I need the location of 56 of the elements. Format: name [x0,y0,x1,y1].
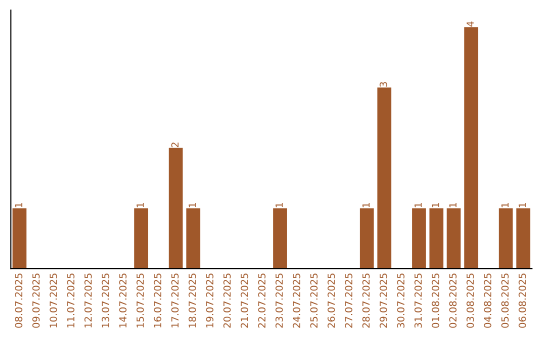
data-label: 4 [466,21,474,27]
x-tick-label: 01.08.2025 [432,274,440,328]
bar [498,208,513,269]
data-label: 1 [414,202,422,208]
bar [429,208,444,269]
bar [134,208,148,269]
data-label: 1 [432,202,440,208]
x-tick-label: 14.07.2025 [119,274,127,328]
bar [377,87,392,269]
bar [412,208,426,269]
x-tick-label: 26.07.2025 [328,274,335,328]
x-tick-label: 04.08.2025 [484,274,492,328]
x-tick-label: 29.07.2025 [380,274,388,328]
bar [464,27,478,269]
data-label: 1 [501,202,509,208]
data-label: 1 [449,202,456,208]
x-tick-label: 12.07.2025 [84,274,92,328]
data-label: 1 [15,202,22,208]
x-tick-label: 23.07.2025 [276,274,283,328]
data-label: 3 [380,82,388,87]
x-tick-label: 24.07.2025 [292,274,300,328]
x-tick-label: 09.07.2025 [32,274,40,328]
x-tick-label: 02.08.2025 [449,274,457,328]
data-label: 1 [188,202,196,208]
data-label: 1 [276,202,283,208]
data-label: 1 [362,202,370,208]
x-tick-label: 03.08.2025 [466,274,474,328]
bar [186,208,200,269]
bar [516,208,530,269]
x-tick-label: 18.07.2025 [188,274,196,328]
x-tick-label: 31.07.2025 [414,274,422,328]
bar [12,208,26,269]
x-tick-label: 10.07.2025 [50,274,58,328]
x-tick-label: 15.07.2025 [136,274,144,328]
x-tick-label: 28.07.2025 [362,274,370,328]
bar [360,208,374,269]
data-label: 2 [171,142,178,148]
data-label: 1 [518,202,526,208]
bar [168,148,183,269]
x-tick-label: 22.07.2025 [258,274,266,328]
x-tick-label: 25.07.2025 [310,274,318,328]
x-tick-label: 05.08.2025 [501,274,509,328]
data-label: 1 [136,202,144,208]
x-tick-label: 17.07.2025 [171,274,179,328]
bar [273,208,287,269]
x-tick-label: 30.07.2025 [397,274,404,328]
x-tick-label: 27.07.2025 [344,274,352,328]
x-tick-label: 20.07.2025 [223,274,231,328]
x-tick-label: 13.07.2025 [102,274,110,328]
x-tick-label: 08.07.2025 [14,274,22,328]
x-tick-label: 16.07.2025 [154,274,162,328]
bar [446,208,461,269]
x-tick-label: 19.07.2025 [206,274,214,328]
x-tick-label: 21.07.2025 [240,274,248,328]
x-tick-label: 06.08.2025 [518,274,526,328]
x-tick-label: 11.07.2025 [67,274,74,328]
